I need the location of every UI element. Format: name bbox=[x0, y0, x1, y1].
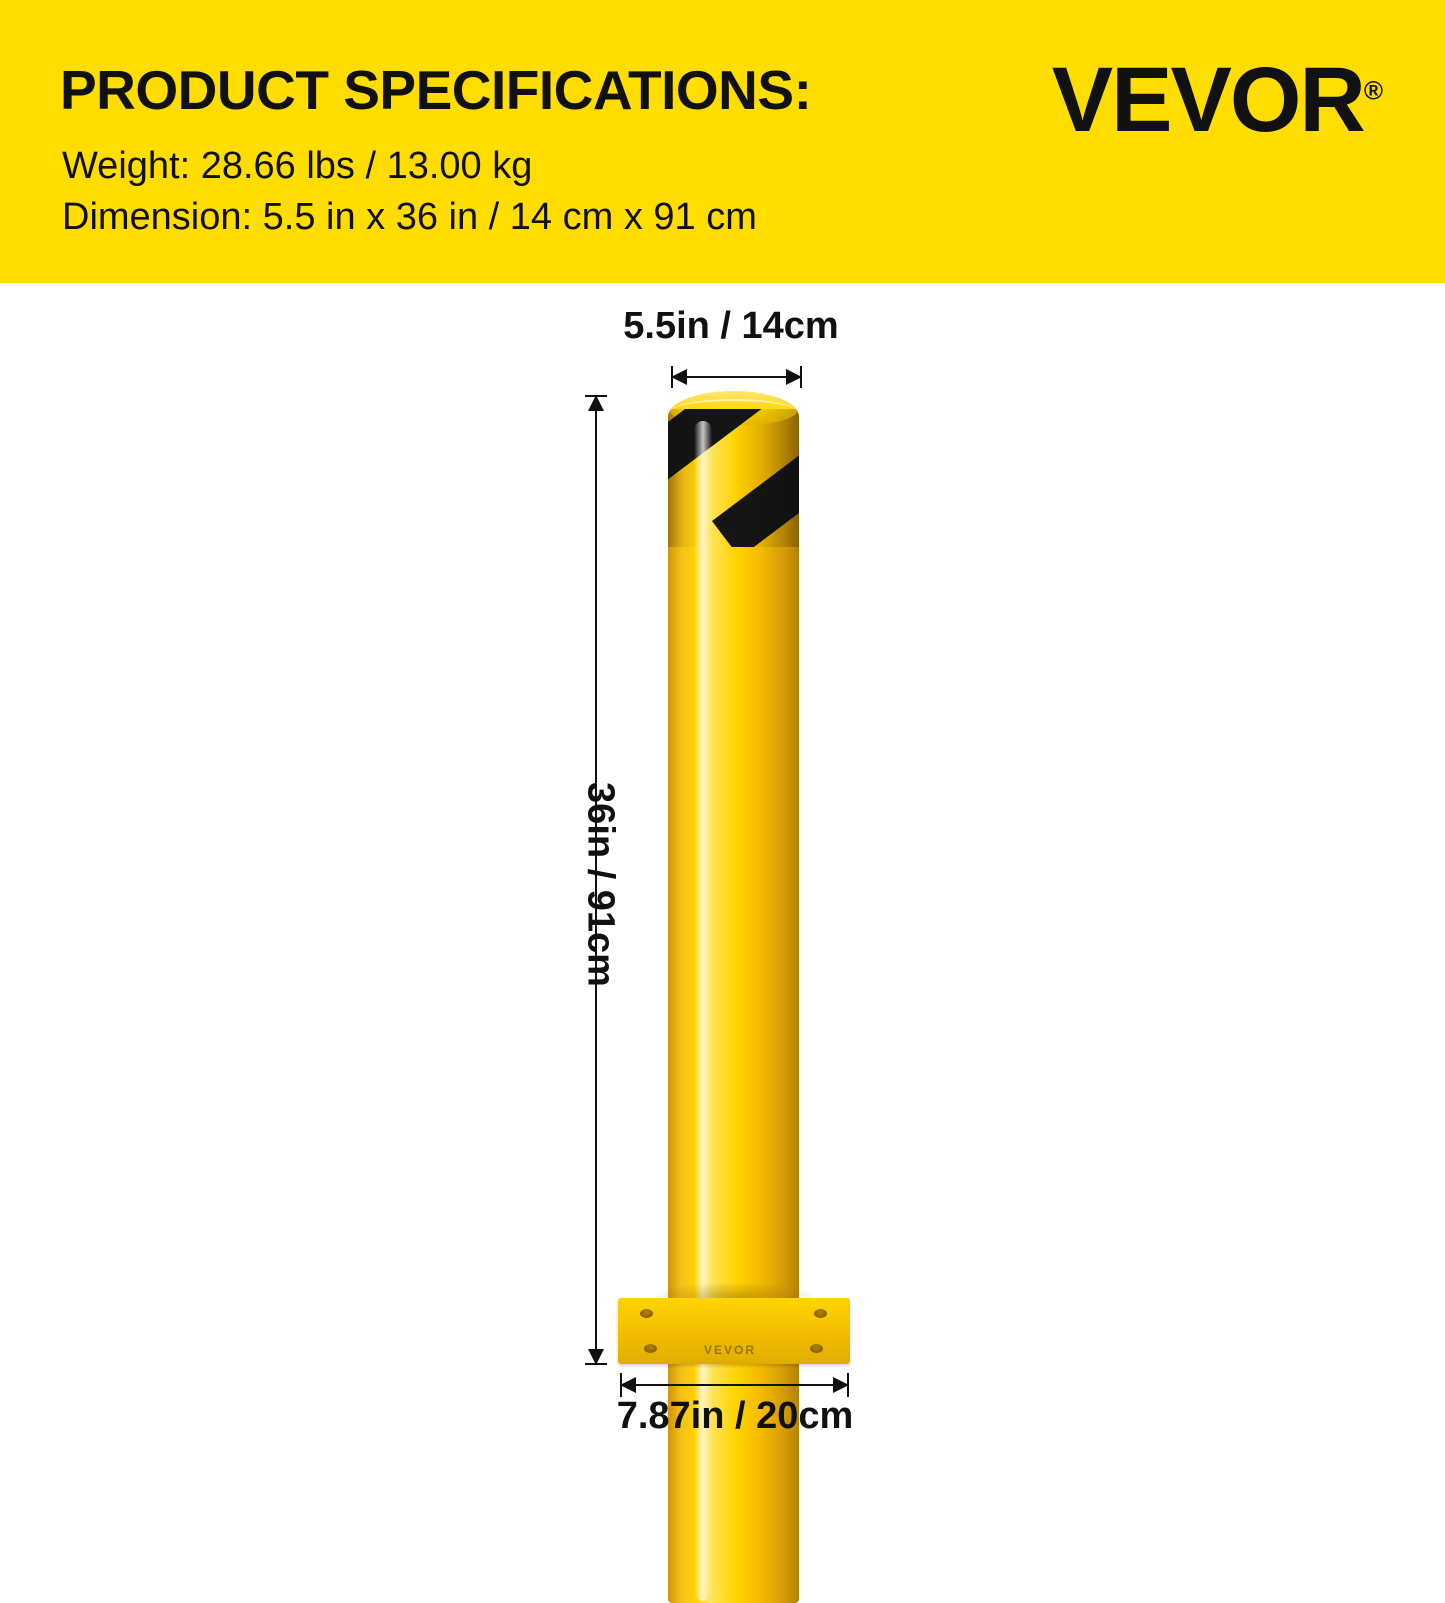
bolt-hole-icon bbox=[640, 1309, 653, 1318]
brand-name: VEVOR bbox=[1051, 49, 1366, 151]
arrow-head-right-icon bbox=[833, 1377, 849, 1393]
bolt-hole-icon bbox=[810, 1344, 823, 1353]
bollard-base-plate: VEVOR bbox=[618, 1298, 850, 1364]
registered-trademark-icon: ® bbox=[1363, 75, 1383, 106]
product-illustration: 5.5in / 14cm 36in / 91cm VEVOR 7.87in / … bbox=[0, 283, 1445, 1603]
dimension-label-top-width: 5.5in / 14cm bbox=[623, 305, 839, 347]
bolt-hole-icon bbox=[644, 1344, 657, 1353]
bolt-hole-icon bbox=[814, 1309, 827, 1318]
arrow-head-up-icon bbox=[588, 395, 604, 411]
stripe-shading bbox=[668, 409, 799, 547]
arrow-head-right-icon bbox=[786, 369, 802, 385]
spec-weight-text: Weight: 28.66 lbs / 13.00 kg bbox=[62, 145, 533, 187]
dimension-line-top-width bbox=[671, 366, 802, 388]
arrow-head-left-icon bbox=[671, 369, 687, 385]
hazard-stripe-band bbox=[668, 409, 799, 547]
page-title: PRODUCT SPECIFICATIONS: bbox=[60, 59, 812, 121]
dimension-label-height: 36in / 91cm bbox=[579, 782, 622, 987]
base-plate-logo: VEVOR bbox=[704, 1343, 757, 1357]
arrow-head-down-icon bbox=[588, 1349, 604, 1365]
dimension-line-height bbox=[595, 395, 597, 1363]
spec-dimension-text: Dimension: 5.5 in x 36 in / 14 cm x 91 c… bbox=[62, 196, 757, 238]
arrow-head-left-icon bbox=[620, 1377, 636, 1393]
tube-rim-highlight bbox=[670, 399, 797, 425]
vevor-logo: VEVOR® bbox=[1052, 48, 1383, 153]
dimension-label-base-width: 7.87in / 20cm bbox=[616, 1395, 854, 1437]
spec-header-banner: PRODUCT SPECIFICATIONS: Weight: 28.66 lb… bbox=[0, 0, 1445, 283]
dimension-line-base-width bbox=[620, 1373, 849, 1397]
